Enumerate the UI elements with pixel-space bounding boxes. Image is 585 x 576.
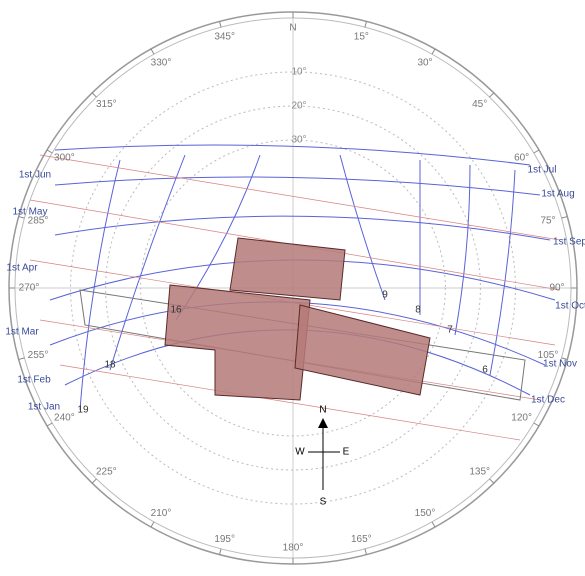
month-label: 1st May [12,207,47,218]
altitude-label: 20° [291,101,306,112]
azimuth-label: 60° [514,153,529,164]
azimuth-label: 30° [417,57,432,68]
azimuth-tick [489,478,495,484]
azimuth-label: 270° [19,283,40,294]
azimuth-label: 45° [472,99,487,110]
compass-w: W [295,447,305,458]
azimuth-label: 345° [214,31,235,42]
azimuth-tick [46,149,53,154]
month-label: 1st Jul [528,165,557,176]
month-label: 1st Dec [531,395,565,406]
hour-label: 6 [482,365,488,376]
compass: N W E S [295,405,349,508]
azimuth-tick [150,48,155,55]
azimuth-label: 240° [54,413,75,424]
azimuth-label: 300° [54,153,75,164]
azimuth-label: 165° [351,534,372,545]
azimuth-tick [431,521,436,528]
azimuth-label: 15° [354,31,369,42]
azimuth-tick [91,92,97,98]
month-label: 1st Sep [553,237,585,248]
month-path [54,144,531,166]
central-block [164,284,311,401]
azimuth-label: 75° [540,215,555,226]
azimuth-tick [533,422,540,427]
azimuth-tick [561,357,568,360]
month-label: 1st Oct [555,301,585,312]
azimuth-tick [364,21,367,28]
building [164,237,431,401]
month-label: 1st Aug [541,189,574,200]
north-block [229,237,346,301]
azimuth-tick [91,478,97,484]
azimuth-tick [561,216,568,219]
month-label: 1st Mar [5,327,39,338]
month-label: 1st Nov [543,359,577,370]
labels: N 15° 30° 45° 60° 75° 90° 105° 120° 135° 150° 165° 1… [5,12,585,564]
hour-label: 9 [382,290,388,301]
azimuth-label: 210° [151,508,172,519]
altitude-label: 30° [291,135,306,146]
azimuth-label: 285° [28,215,49,226]
compass-s: S [320,497,327,508]
month-label: 1st Feb [17,375,51,386]
month-label: 1st Jan [28,402,60,413]
hour-path [109,154,186,371]
azimuth-label: 90° [549,283,564,294]
altitude-ring [140,139,446,437]
compass-n: N [319,405,326,416]
azimuth-tick [489,92,495,98]
month-path [54,215,551,241]
azimuth-label: 330° [151,57,172,68]
altitude-ring [105,105,481,471]
azimuth-label: N [289,23,296,34]
hour-label: 7 [447,325,453,336]
azimuth-label: 195° [214,534,235,545]
month-label: 1st Jun [19,170,51,181]
hour-label: 19 [77,405,89,416]
hour-label: 16 [170,305,182,316]
altitude-rings [70,71,516,505]
azimuth-tick [533,149,540,154]
azimuth-tick [219,548,222,555]
hour-label: 8 [415,305,421,316]
azimuth-tick [18,216,25,219]
azimuth-tick [18,357,25,360]
hour-path [339,154,386,301]
hour-path [454,164,471,336]
azimuth-tick [431,48,436,55]
month-label: 1st Apr [6,263,38,274]
azimuth-label: 120° [511,413,532,424]
compass-arrow [318,418,328,428]
azimuth-label: 135° [469,466,490,477]
azimuth-label: 255° [28,350,49,361]
month-path [54,176,541,196]
azimuth-tick [219,21,222,28]
altitude-ring [70,71,516,505]
azimuth-tick [364,548,367,555]
azimuth-label: 105° [538,350,559,361]
azimuth-label: 315° [96,99,117,110]
azimuth-label: 180° [283,543,304,554]
azimuth-label: 150° [415,508,436,519]
azimuth-tick [150,521,155,528]
azimuth-tick [46,422,53,427]
hour-path [489,169,516,376]
altitude-label: 10° [291,67,306,78]
compass-e: E [343,447,350,458]
azimuth-label: 225° [96,466,117,477]
hour-label: 18 [104,360,116,371]
east-wing [294,304,431,396]
hour-path [79,159,121,411]
